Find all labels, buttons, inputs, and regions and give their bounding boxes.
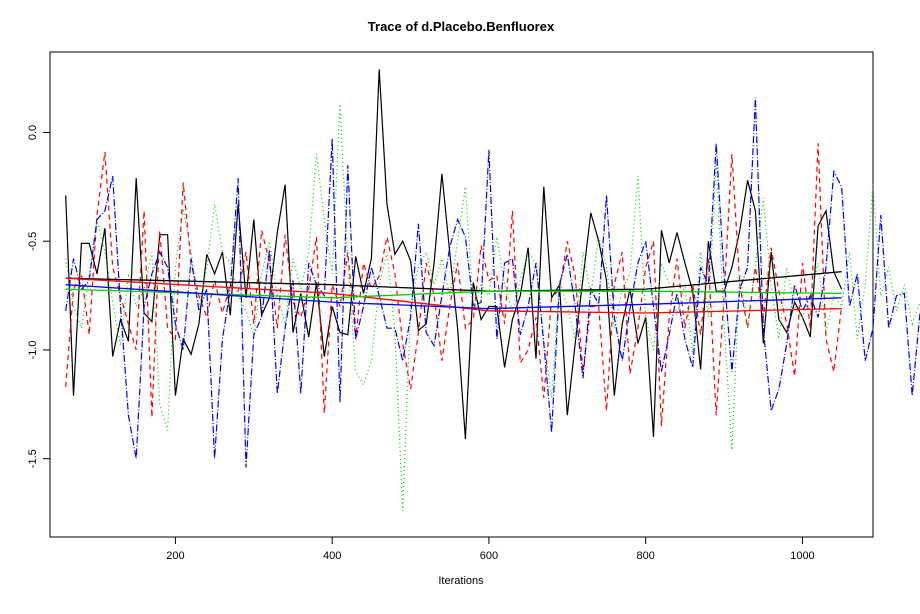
series-line-chain-3: [65, 104, 920, 511]
trend-line-chain-3: [65, 288, 842, 299]
plot-frame: [49, 51, 874, 538]
chart-title: Trace of d.Placebo.Benfluorex: [368, 19, 555, 34]
x-tick-label: 200: [166, 550, 184, 562]
y-tick-label: -0.5: [27, 232, 39, 251]
y-tick-label: -1.5: [27, 449, 39, 468]
series-line-chain-4: [65, 97, 920, 468]
trend-layer: [65, 271, 842, 314]
x-tick-label: 800: [637, 550, 655, 562]
trend-line-chain-4: [65, 284, 842, 310]
trend-line-chain-2: [65, 277, 842, 314]
y-axis: 0.0 -0.5 -1.0 -1.5: [27, 125, 51, 468]
x-tick-label: 400: [323, 550, 341, 562]
y-tick-label: 0.0: [27, 125, 39, 140]
x-tick-label: 600: [480, 550, 498, 562]
series-layer: [65, 69, 920, 511]
series-line-chain-1: [65, 69, 843, 440]
series-line-chain-2: [65, 143, 843, 427]
x-axis-label: Iterations: [438, 575, 484, 587]
x-axis: 200 400 600 800 1000: [166, 536, 815, 562]
x-tick-label: 1000: [790, 550, 814, 562]
y-tick-label: -1.0: [27, 340, 39, 359]
